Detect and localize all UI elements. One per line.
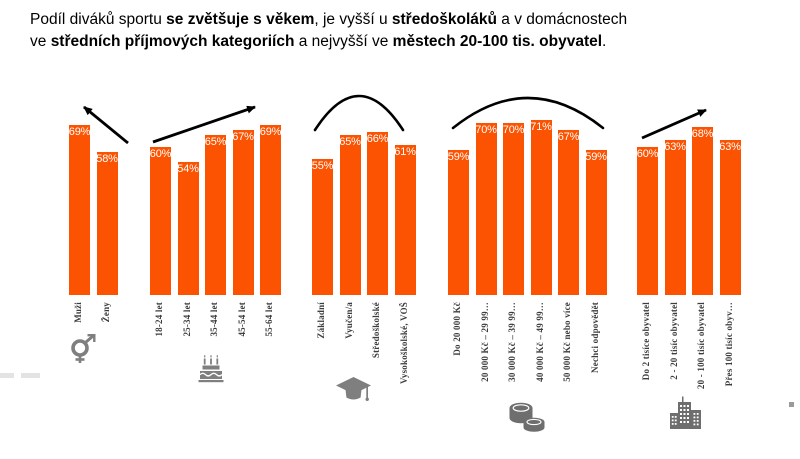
category-label: Středoškolské bbox=[371, 302, 381, 359]
bar: 59% bbox=[447, 149, 470, 295]
title-segment: se zvětšuje s věkem bbox=[166, 11, 315, 28]
bar-value-label: 54% bbox=[177, 162, 199, 175]
category-label: Muži bbox=[73, 302, 83, 323]
bar-value-label: 69% bbox=[259, 125, 282, 138]
bar: 69% bbox=[68, 124, 91, 295]
bar-value-label: 66% bbox=[366, 133, 389, 146]
bar: 63% bbox=[719, 139, 741, 295]
category-label: 18-24 let bbox=[154, 302, 164, 337]
category-label: 20 - 100 tisíc obyvatel bbox=[696, 302, 706, 390]
bar-value-label: 63% bbox=[664, 140, 686, 153]
gender-icon bbox=[71, 334, 96, 363]
bar-value-label: 59% bbox=[447, 150, 470, 163]
watermark-fragment bbox=[21, 373, 40, 378]
category-label: 20 000 Kč – 29 99… bbox=[479, 302, 490, 382]
category-label: 35-44 let bbox=[209, 302, 219, 337]
watermark-fragment bbox=[0, 373, 14, 378]
category-label: Nechci odpovědět bbox=[589, 302, 600, 373]
title-segment: městech 20-100 tis. obyvatel bbox=[392, 33, 603, 50]
graduation-cap-icon bbox=[336, 377, 371, 401]
bar: 67% bbox=[232, 129, 254, 295]
bar-value-label: 65% bbox=[204, 135, 227, 148]
title-segment: a nejvyšší ve bbox=[294, 33, 393, 50]
bar: 69% bbox=[259, 124, 282, 295]
title-segment: středních příjmových kategoriích bbox=[50, 33, 295, 50]
category-label: 50 000 Kč nebo více bbox=[562, 302, 572, 382]
bar-group-4: 59% 70% 70% 71% 67% 59% bbox=[448, 120, 607, 295]
bar-value-label: 70% bbox=[502, 123, 525, 136]
bar-value-label: 68% bbox=[691, 128, 714, 141]
bar-value-label: 61% bbox=[394, 145, 416, 158]
bar: 59% bbox=[585, 149, 607, 295]
bar-value-label: 59% bbox=[585, 150, 607, 163]
title-segment: ve bbox=[30, 33, 51, 50]
category-label: Ženy bbox=[100, 302, 111, 323]
category-label: Do 20 000 Kč bbox=[452, 302, 462, 356]
bar-group-2: 60% 54% 65% 67% 69% bbox=[150, 120, 281, 295]
category-label: Vysokoškolské, VOŠ bbox=[398, 302, 409, 384]
coins-icon bbox=[509, 402, 545, 432]
category-label: Přes 100 tisíc obyv… bbox=[723, 302, 734, 387]
bar-group-5: 60% 63% 68% 63% bbox=[637, 120, 741, 295]
bar: 54% bbox=[177, 161, 199, 295]
bar: 65% bbox=[204, 134, 227, 295]
bar-value-label: 71% bbox=[530, 121, 552, 133]
bar-value-label: 65% bbox=[339, 135, 361, 148]
category-label: 45-54 let bbox=[236, 302, 247, 337]
bar-value-label: 69% bbox=[68, 125, 91, 138]
title-segment: . bbox=[602, 33, 607, 50]
bar-value-label: 63% bbox=[719, 140, 741, 153]
bar-group-1: 69% 58% bbox=[69, 120, 118, 295]
bar-value-label: 67% bbox=[232, 130, 254, 143]
page-title: Podíl diváků sportu se zvětšuje s věkem,… bbox=[30, 9, 778, 53]
category-label: Do 2 tisíce obyvatel bbox=[641, 302, 651, 381]
bar: 60% bbox=[637, 147, 658, 295]
category-label: 25-34 let bbox=[181, 302, 192, 337]
bar: 65% bbox=[339, 134, 361, 295]
category-label: 40 000 Kč – 49 99… bbox=[534, 302, 545, 382]
category-label: Základní bbox=[316, 302, 326, 339]
bar: 67% bbox=[557, 129, 580, 295]
category-label: 2 - 20 tisíc obyvatel bbox=[668, 302, 679, 380]
cake-icon bbox=[198, 355, 224, 383]
category-label: Vyučen/a bbox=[343, 302, 354, 339]
title-segment: a v domácnostech bbox=[497, 11, 628, 28]
bar-group-3: 55% 65% 66% 61% bbox=[312, 120, 416, 295]
buildings-icon bbox=[670, 396, 701, 429]
bar: 71% bbox=[530, 120, 552, 295]
bar: 60% bbox=[150, 147, 171, 295]
bar: 61% bbox=[394, 144, 416, 295]
bar-value-label: 70% bbox=[475, 123, 497, 136]
watermark-fragment bbox=[789, 402, 794, 407]
bar-value-label: 55% bbox=[311, 160, 334, 173]
bar: 63% bbox=[664, 139, 686, 295]
bar-value-label: 67% bbox=[557, 130, 580, 143]
bar-value-label: 60% bbox=[149, 148, 172, 161]
category-label: 55-64 let bbox=[264, 302, 274, 337]
bar: 58% bbox=[96, 152, 118, 295]
bar-value-label: 60% bbox=[636, 148, 659, 161]
bar: 66% bbox=[367, 132, 388, 295]
title-segment: Podíl diváků sportu bbox=[30, 11, 167, 28]
category-label: 30 000 Kč – 39 99… bbox=[507, 302, 517, 382]
bar: 70% bbox=[502, 122, 525, 295]
title-segment: , je vyšší u bbox=[314, 11, 392, 28]
bar: 70% bbox=[475, 122, 497, 295]
bar: 68% bbox=[692, 127, 713, 295]
bar-value-label: 58% bbox=[96, 153, 118, 165]
bar: 55% bbox=[312, 159, 333, 295]
title-segment: středoškoláků bbox=[391, 11, 497, 28]
